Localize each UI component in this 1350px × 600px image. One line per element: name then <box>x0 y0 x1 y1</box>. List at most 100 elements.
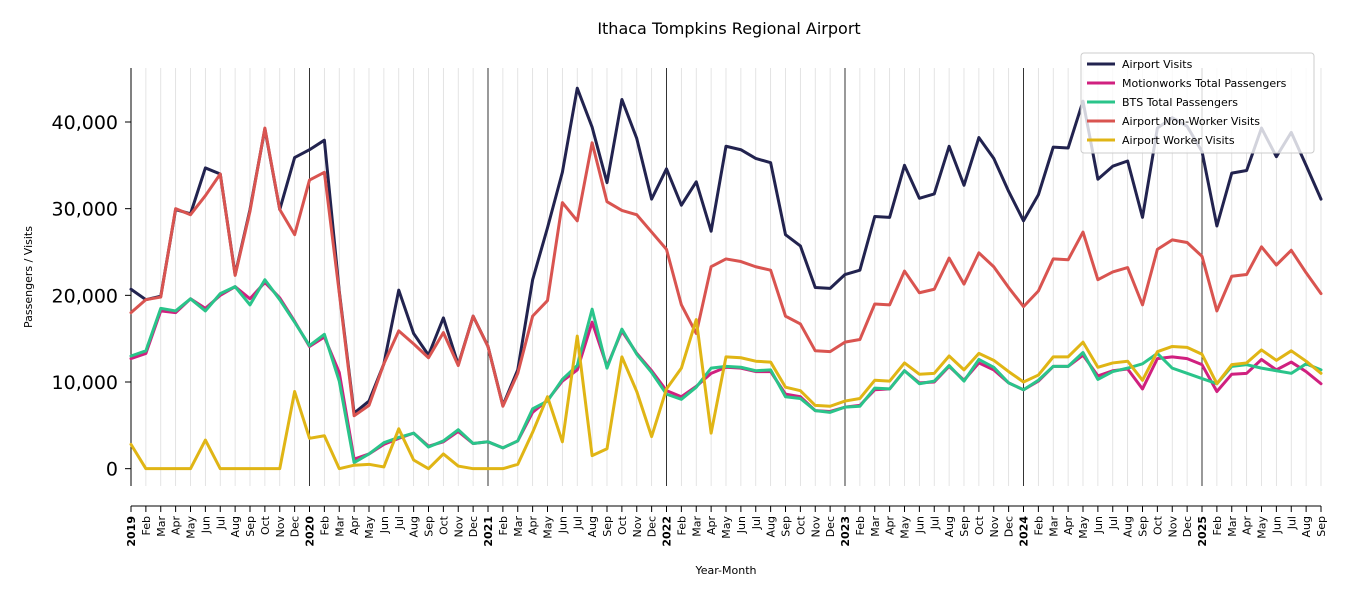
y-axis-label: Passengers / Visits <box>22 226 35 328</box>
x-tick-label: Oct <box>1151 515 1164 535</box>
chart-title: Ithaca Tompkins Regional Airport <box>597 19 860 38</box>
x-tick-label: Feb <box>318 516 331 535</box>
x-tick-label: May <box>542 516 555 539</box>
x-tick-label: Mar <box>869 516 882 537</box>
x-tick-label: Feb <box>1211 516 1224 535</box>
legend-box <box>1080 52 1315 154</box>
x-tick-label: May <box>363 516 376 539</box>
x-tick-label: 2025 <box>1196 516 1209 547</box>
x-tick-label: Sep <box>1315 516 1328 537</box>
x-tick-label: Jun <box>199 516 212 534</box>
legend-label: Airport Worker Visits <box>1122 134 1235 147</box>
x-tick-label: Mar <box>333 516 346 537</box>
series-lines <box>129 86 1323 471</box>
x-tick-label: Feb <box>1032 516 1045 535</box>
x-tick-label: Apr <box>705 516 718 536</box>
x-tick-label: Jul <box>214 516 227 530</box>
x-tick-label: Jun <box>913 516 926 534</box>
y-tick-label: 20,000 <box>52 285 118 307</box>
x-tick-label: Aug <box>586 516 599 537</box>
x-tick-label: Aug <box>1300 516 1313 537</box>
x-tick-label: Jun <box>556 516 569 534</box>
x-tick-label: Mar <box>1226 516 1239 537</box>
x-axis-label: Year-Month <box>694 564 756 577</box>
legend-label: Airport Visits <box>1122 58 1193 71</box>
x-tick-label: Aug <box>1122 516 1135 537</box>
x-tick-label: May <box>1256 516 1269 539</box>
legend-label: Airport Non-Worker Visits <box>1122 115 1260 128</box>
legend-label: BTS Total Passengers <box>1122 96 1238 109</box>
x-tick-label: Oct <box>259 515 272 535</box>
x-tick-label: Jul <box>571 516 584 530</box>
x-tick-label: Nov <box>1166 516 1179 538</box>
x-tick-label: Sep <box>958 516 971 537</box>
x-tick-label: May <box>185 516 198 539</box>
x-tick-label: Sep <box>780 516 793 537</box>
x-tick-label: Apr <box>348 516 361 536</box>
x-tick-label: Dec <box>289 516 302 537</box>
x-tick-label: Jul <box>1285 516 1298 530</box>
x-tick-label: Oct <box>616 515 629 535</box>
x-tick-label: 2021 <box>482 516 495 547</box>
series-line <box>129 278 1323 465</box>
x-tick-label: Sep <box>601 516 614 537</box>
grid <box>145 68 1322 486</box>
x-tick-label: Jul <box>928 516 941 530</box>
x-tick-label: 2024 <box>1018 516 1031 547</box>
x-tick-label: Feb <box>140 516 153 535</box>
series-line <box>129 86 1323 415</box>
series-line <box>129 126 1323 418</box>
x-tick-label: Sep <box>244 516 257 537</box>
x-tick-label: Feb <box>497 516 510 535</box>
x-tick-label: Mar <box>690 516 703 537</box>
x-tick-label: 2020 <box>304 516 317 547</box>
x-tick-label: Aug <box>765 516 778 537</box>
y-tick-label: 40,000 <box>52 112 118 134</box>
x-tick-label: Dec <box>1181 516 1194 537</box>
y-tick-label: 30,000 <box>52 199 118 221</box>
x-tick-label: Oct <box>437 515 450 535</box>
x-tick-label: Feb <box>675 516 688 535</box>
x-tick-label: Mar <box>1047 516 1060 537</box>
x-tick-label: Jun <box>1092 516 1105 534</box>
x-tick-label: 2022 <box>661 516 674 547</box>
x-tick-label: May <box>720 516 733 539</box>
x-tick-label: Jul <box>1107 516 1120 530</box>
x-tick-label: Aug <box>408 516 421 537</box>
series-line <box>129 318 1323 471</box>
x-tick-label: Mar <box>512 516 525 537</box>
x-tick-label: 2019 <box>125 516 138 547</box>
x-tick-label: May <box>899 516 912 539</box>
x-tick-label: Sep <box>1137 516 1150 537</box>
x-tick-label: Apr <box>170 516 183 536</box>
x-tick-label: Nov <box>274 516 287 538</box>
x-tick-label: May <box>1077 516 1090 539</box>
legend: Airport Visits Motionworks Total Passenge… <box>1080 52 1315 154</box>
x-tick-label: Dec <box>824 516 837 537</box>
x-tick-label: Jun <box>1270 516 1283 534</box>
x-tick-label: Feb <box>854 516 867 535</box>
x-tick-label: Jul <box>750 516 763 530</box>
y-tick-label: 10,000 <box>52 372 118 394</box>
legend-label: Motionworks Total Passengers <box>1122 77 1287 90</box>
x-tick-label: Jul <box>393 516 406 530</box>
x-tick-label: Apr <box>1241 516 1254 536</box>
x-tick-label: Aug <box>229 516 242 537</box>
x-tick-label: Oct <box>973 515 986 535</box>
x-tick-label: Jun <box>378 516 391 534</box>
x-tick-label: Nov <box>809 516 822 538</box>
x-tick-label: Jun <box>735 516 748 534</box>
x-tick-label: Nov <box>988 516 1001 538</box>
x-tick-label: Nov <box>452 516 465 538</box>
x-tick-label: Mar <box>155 516 168 537</box>
x-tick-label: Apr <box>884 516 897 536</box>
x-tick-label: Aug <box>943 516 956 537</box>
x-tick-label: Nov <box>631 516 644 538</box>
y-tick-label: 0 <box>106 459 118 481</box>
x-tick-label: 2023 <box>839 516 852 547</box>
x-tick-label: Oct <box>794 515 807 535</box>
x-tick-label: Apr <box>527 516 540 536</box>
x-tick-label: Dec <box>467 516 480 537</box>
